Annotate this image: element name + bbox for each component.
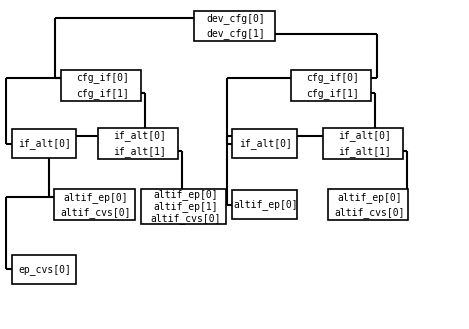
Bar [232, 190, 296, 219]
Bar [12, 129, 76, 158]
Bar [194, 11, 275, 41]
Text: dev_cfg[1]: dev_cfg[1] [207, 28, 265, 39]
Text: altif_cvs[0]: altif_cvs[0] [151, 213, 221, 224]
Text: altif_ep[0]: altif_ep[0] [337, 192, 402, 203]
Text: altif_ep[0]: altif_ep[0] [153, 189, 218, 200]
Bar [327, 190, 408, 220]
Text: if_alt[0]: if_alt[0] [338, 130, 391, 141]
Text: ep_cvs[0]: ep_cvs[0] [19, 264, 71, 275]
Text: altif_ep[1]: altif_ep[1] [153, 201, 218, 212]
Bar [61, 70, 142, 101]
Text: cfg_if[0]: cfg_if[0] [306, 72, 359, 83]
Text: cfg_if[1]: cfg_if[1] [76, 88, 129, 99]
Bar [291, 70, 371, 101]
Text: dev_cfg[0]: dev_cfg[0] [207, 13, 265, 24]
Bar [232, 129, 296, 158]
Text: if_alt[1]: if_alt[1] [113, 146, 166, 157]
Bar [323, 128, 403, 159]
Bar [142, 189, 227, 224]
Bar [54, 190, 135, 220]
Text: altif_cvs[0]: altif_cvs[0] [334, 207, 405, 218]
Text: if_alt[0]: if_alt[0] [239, 138, 292, 149]
Text: altif_cvs[0]: altif_cvs[0] [61, 207, 131, 218]
Text: if_alt[0]: if_alt[0] [113, 130, 166, 141]
Text: cfg_if[1]: cfg_if[1] [306, 88, 359, 99]
Text: if_alt[0]: if_alt[0] [19, 138, 71, 149]
Bar [98, 128, 178, 159]
Text: cfg_if[0]: cfg_if[0] [76, 72, 129, 83]
Text: if_alt[1]: if_alt[1] [338, 146, 391, 157]
Bar [12, 255, 76, 284]
Text: altif_ep[0]: altif_ep[0] [234, 199, 298, 210]
Text: altif_ep[0]: altif_ep[0] [64, 192, 128, 203]
